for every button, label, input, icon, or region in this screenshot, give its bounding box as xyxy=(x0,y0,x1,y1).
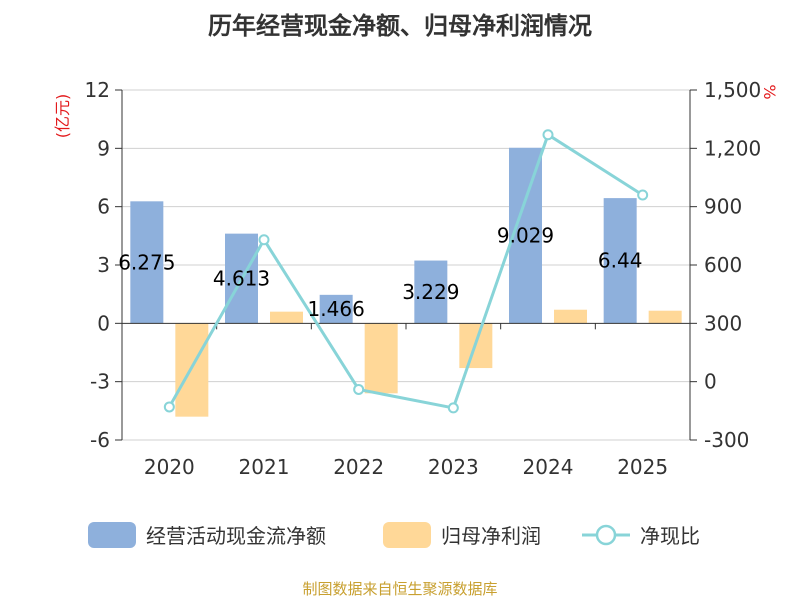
data-label-cashflow: 6.44 xyxy=(598,249,643,273)
x-tick-label: 2021 xyxy=(239,455,290,479)
left-tick-label: -3 xyxy=(90,370,110,394)
x-tick-label: 2023 xyxy=(428,455,479,479)
left-tick-label: 12 xyxy=(85,78,110,102)
right-tick-label: 300 xyxy=(704,311,742,335)
ratio-point xyxy=(163,401,175,413)
bar-cashflow xyxy=(130,201,164,324)
chart-title: 历年经营现金净额、归母净利润情况 xyxy=(208,12,592,40)
left-tick-label: 6 xyxy=(97,195,110,219)
data-labels: 6.275 4.613 1.466 3.229 9.029 6.44 xyxy=(118,224,642,322)
bar-netprofit xyxy=(364,323,398,394)
right-tick-label: 900 xyxy=(704,195,742,219)
data-label-cashflow: 1.466 xyxy=(308,297,365,321)
legend-marker-ratio xyxy=(595,524,617,546)
data-label-cashflow: 9.029 xyxy=(497,224,554,248)
grid xyxy=(122,89,690,441)
bar-cashflow xyxy=(319,294,353,324)
data-label-cashflow: 3.229 xyxy=(402,280,459,304)
legend-swatch-cashflow xyxy=(88,522,136,548)
legend-label-cashflow: 经营活动现金流净额 xyxy=(146,524,326,548)
right-tick-label: 0 xyxy=(704,370,717,394)
x-tick-label: 2024 xyxy=(523,455,574,479)
bar-netprofit xyxy=(554,309,587,324)
legend-label-ratio: 净现比 xyxy=(640,524,700,548)
axes: 12 9 6 3 0 -3 -6 1,500 1,200 900 600 300 0 -300 2020 20… xyxy=(85,78,762,479)
ratio-point xyxy=(447,402,459,414)
left-tick-label: 0 xyxy=(97,311,110,335)
data-label-cashflow: 6.275 xyxy=(118,250,175,274)
left-tick-label: -6 xyxy=(90,428,110,452)
legend: 经营活动现金流净额 归母净利润 净现比 xyxy=(88,522,700,548)
legend-swatch-netprofit xyxy=(383,522,431,548)
right-tick-label: 1,200 xyxy=(704,136,761,160)
ratio-polyline xyxy=(168,132,644,410)
data-label-cashflow: 4.613 xyxy=(213,266,270,290)
x-tick-label: 2025 xyxy=(617,455,668,479)
right-tick-label: 1,500 xyxy=(704,78,761,102)
x-tick-label: 2022 xyxy=(333,455,384,479)
ratio-point xyxy=(542,129,554,141)
ratio-point xyxy=(258,234,270,246)
right-tick-label: 600 xyxy=(704,253,742,277)
left-tick-label: 3 xyxy=(97,253,110,277)
right-tick-label: -300 xyxy=(704,428,749,452)
bar-cashflow xyxy=(603,198,637,324)
left-tick-label: 9 xyxy=(97,136,110,160)
bar-netprofit xyxy=(648,310,682,324)
source-note: 制图数据来自恒生聚源数据库 xyxy=(302,580,497,598)
ratio-point xyxy=(353,383,365,395)
x-tick-label: 2020 xyxy=(144,455,195,479)
left-axis-unit: (亿元) xyxy=(53,94,72,139)
ratio-point xyxy=(637,189,649,201)
ratio-line xyxy=(163,129,649,414)
bar-cashflow xyxy=(414,260,448,324)
right-axis-unit: % xyxy=(760,84,779,99)
legend-label-netprofit: 归母净利润 xyxy=(441,524,541,548)
bar-netprofit xyxy=(270,311,303,324)
